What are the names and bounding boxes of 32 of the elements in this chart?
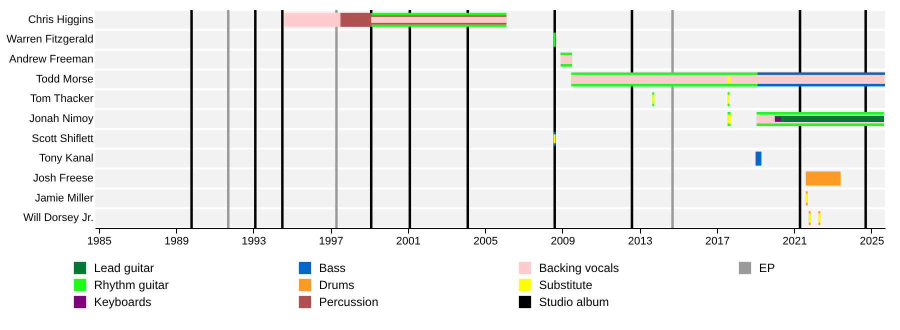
y-tick-label: Jonah Nimoy: [29, 113, 94, 125]
x-tick-label: 2021: [782, 236, 807, 248]
legend-label: Lead guitar: [94, 261, 154, 275]
x-tick-label: 2013: [628, 236, 652, 248]
x-tick-label: 1997: [318, 236, 344, 248]
legend-label: Studio album: [539, 295, 610, 309]
legend-label: Keyboards: [94, 295, 152, 309]
y-tick-label: Andrew Freeman: [9, 54, 94, 66]
legend-label: Bass: [319, 261, 346, 275]
y-tick-label: Todd Morse: [36, 73, 94, 86]
x-tick-label: 2017: [705, 236, 730, 248]
legend-label: Substitute: [539, 278, 593, 292]
legend-label: Rhythm guitar: [94, 278, 169, 292]
y-tick-label: Chris Higgins: [28, 14, 94, 26]
y-tick-label: Tom Thacker: [30, 93, 94, 106]
y-tick-label: Warren Fitzgerald: [6, 34, 94, 46]
y-tick-label: Josh Freese: [32, 172, 94, 184]
x-tick-label: 1985: [87, 236, 112, 248]
x-tick-label: 1989: [164, 236, 189, 248]
y-tick-label: Scott Shiflett: [32, 132, 94, 145]
y-tick-label: Jamie Miller: [34, 192, 94, 204]
x-tick-label: 2009: [550, 236, 576, 248]
legend-label: Backing vocals: [539, 261, 620, 275]
x-tick-label: 2001: [396, 236, 421, 248]
legend-label: EP: [759, 261, 776, 275]
legend-label: Drums: [319, 278, 354, 292]
y-tick-label: Tony Kanal: [39, 152, 94, 165]
x-tick-label: 1993: [242, 236, 266, 248]
x-tick-label: 2025: [860, 236, 884, 248]
legend-label: Percussion: [319, 295, 378, 309]
y-tick-label: Will Dorsey Jr.: [23, 212, 94, 224]
x-tick-label: 2005: [473, 236, 498, 248]
